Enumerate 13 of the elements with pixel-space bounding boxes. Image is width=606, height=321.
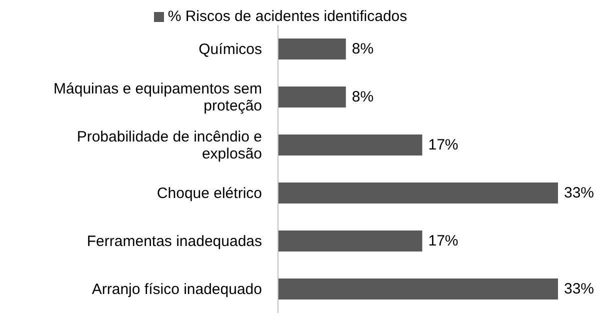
y-tick-label: Químicos xyxy=(198,40,262,58)
y-tick-label: Arranjo físico inadequado xyxy=(92,280,262,298)
legend-label: % Riscos de acidentes identificados xyxy=(168,8,408,25)
data-label: 33% xyxy=(564,280,594,298)
y-tick-label: Probabilidade de incêndio e explosão xyxy=(76,128,262,162)
y-tick-label: Máquinas e equipamentos sem proteção xyxy=(54,80,262,114)
y-tick-label: Ferramentas inadequadas xyxy=(86,232,262,250)
data-label: 33% xyxy=(564,184,594,202)
data-label: 8% xyxy=(352,40,374,58)
y-tick-label: Choque elétrico xyxy=(156,184,262,202)
data-label: 17% xyxy=(428,232,458,250)
data-label: 8% xyxy=(352,88,374,106)
data-label: 17% xyxy=(428,136,458,154)
